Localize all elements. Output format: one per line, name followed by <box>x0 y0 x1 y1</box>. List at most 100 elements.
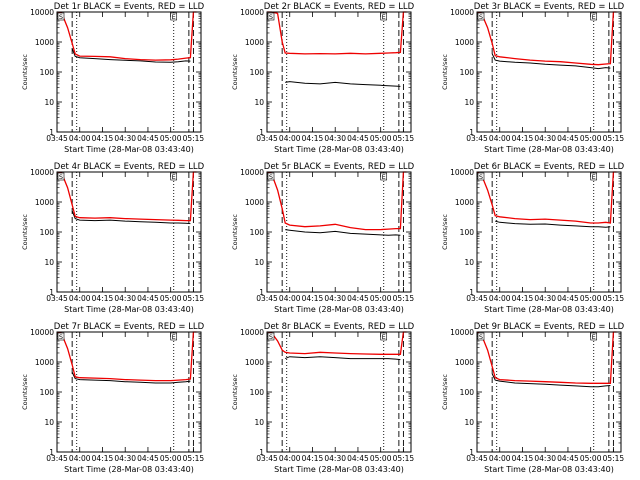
x-tick-label: 04:00 <box>279 454 301 463</box>
x-tick-label: 03:45 <box>256 294 278 303</box>
y-tick-label: 100 <box>250 388 265 397</box>
x-tick-label: 04:15 <box>92 294 114 303</box>
start-marker-box <box>57 12 65 21</box>
chart-panel-3: Det 3r BLACK = Events, RED = LLD Counts/s… <box>441 2 625 154</box>
y-axis-label: Counts/sec <box>21 214 29 250</box>
chart-panel-7: Det 7r BLACK = Events, RED = LLD Counts/s… <box>21 322 205 474</box>
series-line-events <box>285 81 401 87</box>
series-line-lld <box>266 331 407 355</box>
series-line-events <box>491 373 611 388</box>
end-marker-box <box>170 172 178 181</box>
y-tick-label: 100 <box>250 68 265 77</box>
end-marker-label: E <box>592 333 596 341</box>
x-axis-label: Start Time (28-Mar-08 03:43:40) <box>484 465 614 474</box>
chart-title: Det 3r BLACK = Events, RED = LLD <box>474 2 625 12</box>
series-line-lld <box>476 11 617 66</box>
y-tick-label: 1 <box>259 288 264 297</box>
x-tick-label: 03:45 <box>466 294 488 303</box>
chart-title: Det 2r BLACK = Events, RED = LLD <box>264 2 415 12</box>
y-tick-label: 1 <box>469 448 474 457</box>
start-marker-box <box>57 332 65 341</box>
start-marker: S <box>57 172 65 181</box>
y-axis-label: Counts/sec <box>21 374 29 410</box>
x-tick-label: 03:45 <box>256 454 278 463</box>
x-tick-label: 04:15 <box>92 454 114 463</box>
y-tick-label: 10 <box>254 98 264 107</box>
y-tick-label: 10 <box>254 258 264 267</box>
end-marker-box <box>590 332 598 341</box>
plot-frame <box>56 11 202 133</box>
start-marker: S <box>477 172 485 181</box>
y-tick-label: 1000 <box>35 358 54 367</box>
x-tick-label: 04:30 <box>534 454 556 463</box>
start-marker: S <box>267 332 275 341</box>
x-axis-label: Start Time (28-Mar-08 03:43:40) <box>274 305 404 314</box>
y-tick-label: 10 <box>464 258 474 267</box>
series-line-lld <box>56 11 197 61</box>
x-tick-label: 03:45 <box>46 454 68 463</box>
x-axis-label: Start Time (28-Mar-08 03:43:40) <box>64 305 194 314</box>
start-marker: S <box>57 332 65 341</box>
x-tick-label: 04:45 <box>557 294 579 303</box>
chart-title: Det 6r BLACK = Events, RED = LLD <box>474 162 625 172</box>
x-tick-label: 05:00 <box>370 294 392 303</box>
chart-panel-5: Det 5r BLACK = Events, RED = LLD Counts/s… <box>231 162 415 314</box>
end-marker-label: E <box>592 13 596 21</box>
end-marker: E <box>590 12 598 21</box>
x-tick-label: 04:00 <box>279 294 301 303</box>
x-tick-label: 04:45 <box>347 454 369 463</box>
y-tick-label: 10 <box>464 418 474 427</box>
x-tick-label: 04:15 <box>512 134 534 143</box>
start-marker-label: S <box>269 173 273 181</box>
x-tick-label: 03:45 <box>46 134 68 143</box>
chart-title: Det 8r BLACK = Events, RED = LLD <box>264 322 415 332</box>
end-marker: E <box>380 172 388 181</box>
chart-panel-6: Det 6r BLACK = Events, RED = LLD Counts/s… <box>441 162 625 314</box>
series-line-events <box>71 48 191 63</box>
x-tick-label: 05:00 <box>160 294 182 303</box>
x-tick-label: 04:45 <box>137 134 159 143</box>
y-tick-label: 1 <box>49 128 54 137</box>
y-tick-label: 1 <box>49 288 54 297</box>
y-tick-label: 1000 <box>455 38 474 47</box>
end-marker-box <box>170 12 178 21</box>
plot-frame <box>56 331 202 453</box>
series-line-events <box>285 356 401 361</box>
y-tick-label: 1000 <box>245 198 264 207</box>
y-tick-label: 10000 <box>450 8 474 17</box>
x-tick-label: 05:15 <box>393 294 415 303</box>
series-line-lld <box>476 331 617 384</box>
chart-title: Det 9r BLACK = Events, RED = LLD <box>474 322 625 332</box>
x-tick-label: 04:00 <box>489 454 511 463</box>
start-marker-box <box>477 172 485 181</box>
y-tick-label: 100 <box>250 228 265 237</box>
start-marker: S <box>477 332 485 341</box>
y-axis-label: Counts/sec <box>231 374 239 410</box>
x-tick-label: 05:00 <box>580 454 602 463</box>
plot-frame <box>476 171 622 293</box>
chart-title: Det 4r BLACK = Events, RED = LLD <box>54 162 205 172</box>
x-axis-label: Start Time (28-Mar-08 03:43:40) <box>64 465 194 474</box>
y-tick-label: 1000 <box>245 358 264 367</box>
start-marker-label: S <box>479 13 483 21</box>
start-marker-box <box>57 172 65 181</box>
x-tick-label: 04:00 <box>489 134 511 143</box>
start-marker-label: S <box>59 333 63 341</box>
start-marker: S <box>57 12 65 21</box>
start-marker-label: S <box>269 333 273 341</box>
y-tick-label: 1000 <box>455 358 474 367</box>
series-line-lld <box>267 11 407 55</box>
y-tick-label: 100 <box>460 228 475 237</box>
end-marker-label: E <box>172 333 176 341</box>
end-marker: E <box>590 332 598 341</box>
y-axis-label: Counts/sec <box>21 54 29 90</box>
y-tick-label: 1000 <box>35 38 54 47</box>
end-marker-label: E <box>382 13 386 21</box>
y-tick-label: 1000 <box>245 38 264 47</box>
plot-frame <box>476 11 622 133</box>
end-marker-label: E <box>592 173 596 181</box>
y-axis-label: Counts/sec <box>441 214 449 250</box>
start-marker-label: S <box>479 333 483 341</box>
end-marker-box <box>590 12 598 21</box>
x-tick-label: 04:15 <box>512 294 534 303</box>
